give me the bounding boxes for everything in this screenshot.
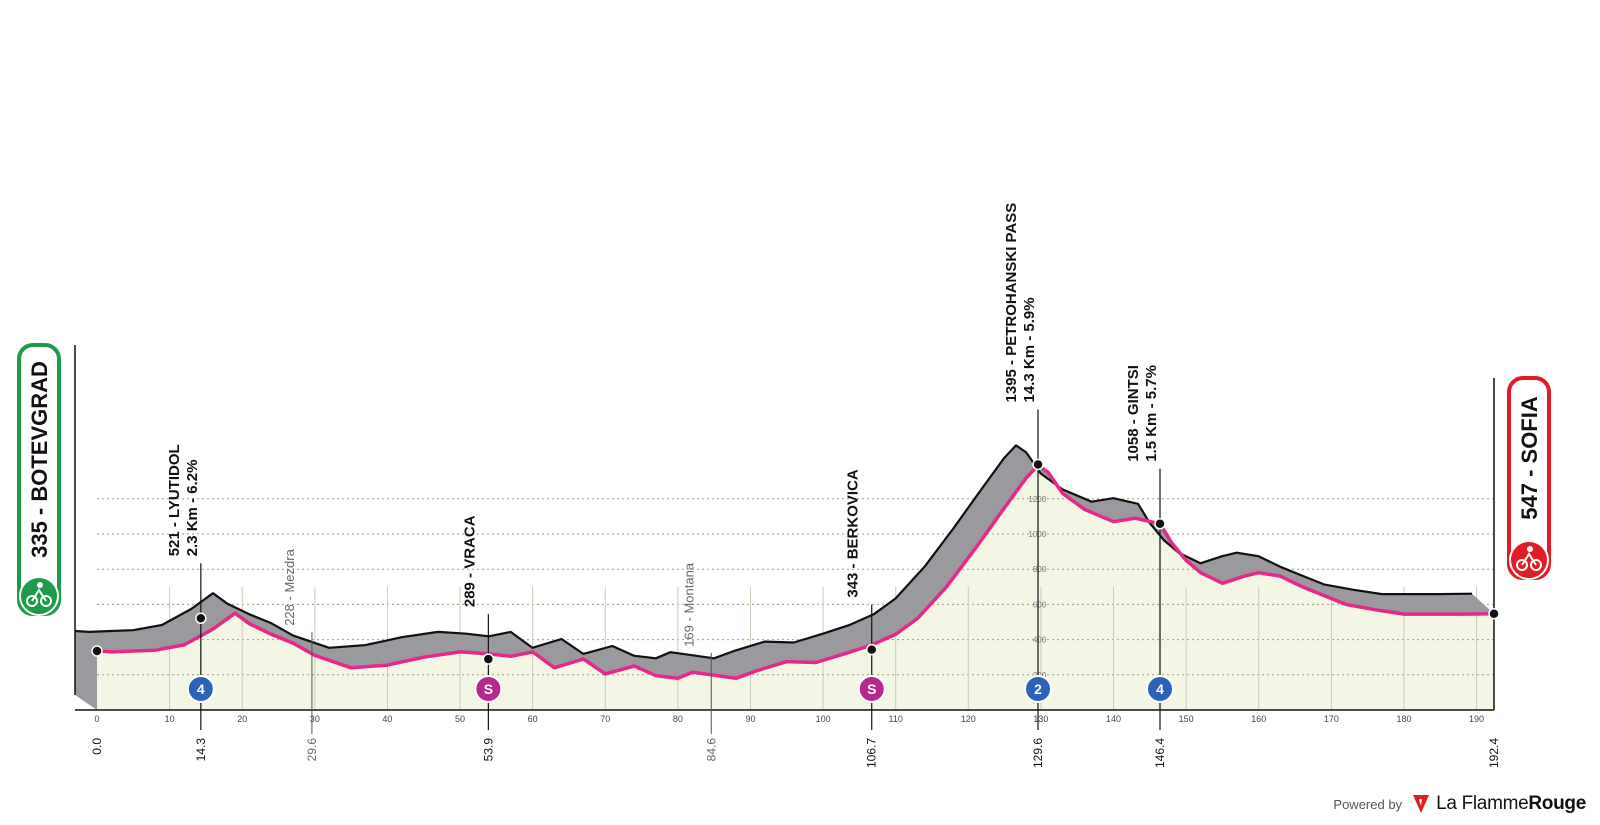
- town-label: 228 - Mezdra: [282, 548, 297, 625]
- climb-category-badge: 2: [1024, 675, 1053, 703]
- climb-category-badge: 4: [186, 675, 215, 703]
- x-tick-label: 30: [310, 714, 320, 724]
- x-tick-label: 180: [1396, 714, 1411, 724]
- sprint-badge: S: [474, 675, 503, 703]
- start-badge-label: 335 - BOTEVGRAD: [27, 361, 52, 558]
- powered-by-text: Powered by: [1333, 796, 1403, 812]
- climb-label: 1058 - GINTSI 1.5 Km - 5.7%: [1125, 365, 1160, 462]
- start-dot: [91, 645, 103, 657]
- x-tick-label: 120: [961, 714, 976, 724]
- climb-category-badge-text: 4: [197, 681, 205, 697]
- km-marker-label: 29.6: [305, 738, 319, 762]
- wheel-icon: [1530, 559, 1542, 571]
- climb-category-badge-text: 2: [1034, 681, 1042, 697]
- climb-category-badge-bg: [1145, 675, 1174, 703]
- town-label: 169 - Montana: [681, 562, 696, 647]
- x-tick-label: 80: [673, 714, 683, 724]
- km-marker-label: 192.4: [1487, 738, 1501, 768]
- climb-category-badge-text: 4: [1156, 681, 1164, 697]
- x-tick-label: 100: [816, 714, 831, 724]
- climb-category-badge-bg: [1024, 675, 1053, 703]
- wheel-icon: [26, 595, 38, 607]
- climb-category-badge: 4: [1145, 675, 1174, 703]
- x-tick-label: 140: [1106, 714, 1121, 724]
- x-tick-label: 160: [1251, 714, 1266, 724]
- wheel-icon: [1516, 559, 1528, 571]
- sprint-badge-text: S: [484, 681, 493, 697]
- climb-name: 1395 - PETROHANSKI PASS: [1003, 203, 1020, 403]
- finish-badge-label: 547 - SOFIA: [1517, 396, 1542, 520]
- x-tick-label: 60: [528, 714, 538, 724]
- wheel-icon: [40, 595, 52, 607]
- climb-dot: [195, 612, 207, 625]
- climb-details: 2.3 Km - 6.2%: [184, 460, 201, 557]
- flag-logo-icon: [1413, 795, 1430, 813]
- frame-icon: [31, 588, 47, 602]
- x-tick-label: 170: [1324, 714, 1339, 724]
- km-marker-label: 146.4: [1153, 738, 1167, 768]
- profile-line: [96, 463, 1495, 681]
- credit: Powered by La FlammeRouge: [1333, 793, 1586, 815]
- climb-details: 1.5 Km - 5.7%: [1143, 365, 1160, 462]
- profile-relief: [75, 445, 1494, 679]
- sprint-label: 289 - VRACA: [461, 515, 478, 607]
- sprint-label: 343 - BERKOVICA: [845, 469, 862, 598]
- km-marker-label: 129.6: [1031, 738, 1045, 768]
- profile-area: [97, 465, 1494, 710]
- finish-dot: [1488, 607, 1500, 620]
- x-tick-label: 50: [455, 714, 465, 724]
- climb-dot: [1154, 518, 1166, 530]
- brand-name: La FlammeRouge: [1436, 793, 1586, 814]
- sprint-badge-bg: [857, 675, 886, 703]
- sprint-badge: S: [857, 675, 886, 703]
- x-tick-label: 130: [1033, 714, 1048, 724]
- sprint-dot: [482, 653, 495, 665]
- x-tick-label: 190: [1469, 714, 1484, 724]
- x-tick-label: 0: [94, 714, 99, 724]
- sprint-badge-bg: [474, 675, 503, 703]
- km-marker-label: 53.9: [481, 738, 495, 762]
- relief-top-edge: [74, 444, 1473, 660]
- x-tick-label: 90: [745, 714, 755, 724]
- climb-label: 521 - LYUTIDOL 2.3 Km - 6.2%: [166, 444, 201, 556]
- frame-icon: [1521, 552, 1537, 566]
- sprint-dot: [865, 643, 878, 656]
- km-marker-label: 84.6: [704, 738, 718, 762]
- y-tick-label: 600: [1033, 600, 1047, 609]
- climb-name: 1058 - GINTSI: [1125, 365, 1142, 462]
- finish-badge: 547 - SOFIA: [1507, 376, 1551, 580]
- climb-details: 14.3 Km - 5.9%: [1021, 297, 1038, 402]
- sprint-badge-text: S: [867, 681, 876, 697]
- rider-head-icon: [37, 582, 43, 588]
- x-tick-label: 150: [1179, 714, 1194, 724]
- km-marker-label: 0.0: [90, 738, 104, 755]
- y-tick-label: 800: [1033, 565, 1047, 574]
- climb-category-badge-bg: [186, 675, 215, 703]
- y-tick-label: 400: [1033, 636, 1047, 645]
- x-tick-label: 40: [382, 714, 392, 724]
- climb-dot: [1032, 458, 1044, 471]
- x-tick-label: 20: [237, 714, 247, 724]
- x-tick-label: 70: [600, 714, 610, 724]
- x-tick-label: 10: [165, 714, 175, 724]
- rider-head-icon: [1527, 546, 1533, 552]
- x-tick-label: 110: [889, 714, 903, 724]
- grid: [97, 498, 1494, 710]
- climb-label: 1395 - PETROHANSKI PASS 14.3 Km - 5.9%: [1003, 203, 1038, 403]
- km-marker-label: 14.3: [194, 738, 208, 762]
- km-marker-label: 106.7: [865, 738, 879, 768]
- climb-name: 521 - LYUTIDOL: [166, 444, 183, 556]
- start-badge: 335 - BOTEVGRAD: [17, 343, 61, 616]
